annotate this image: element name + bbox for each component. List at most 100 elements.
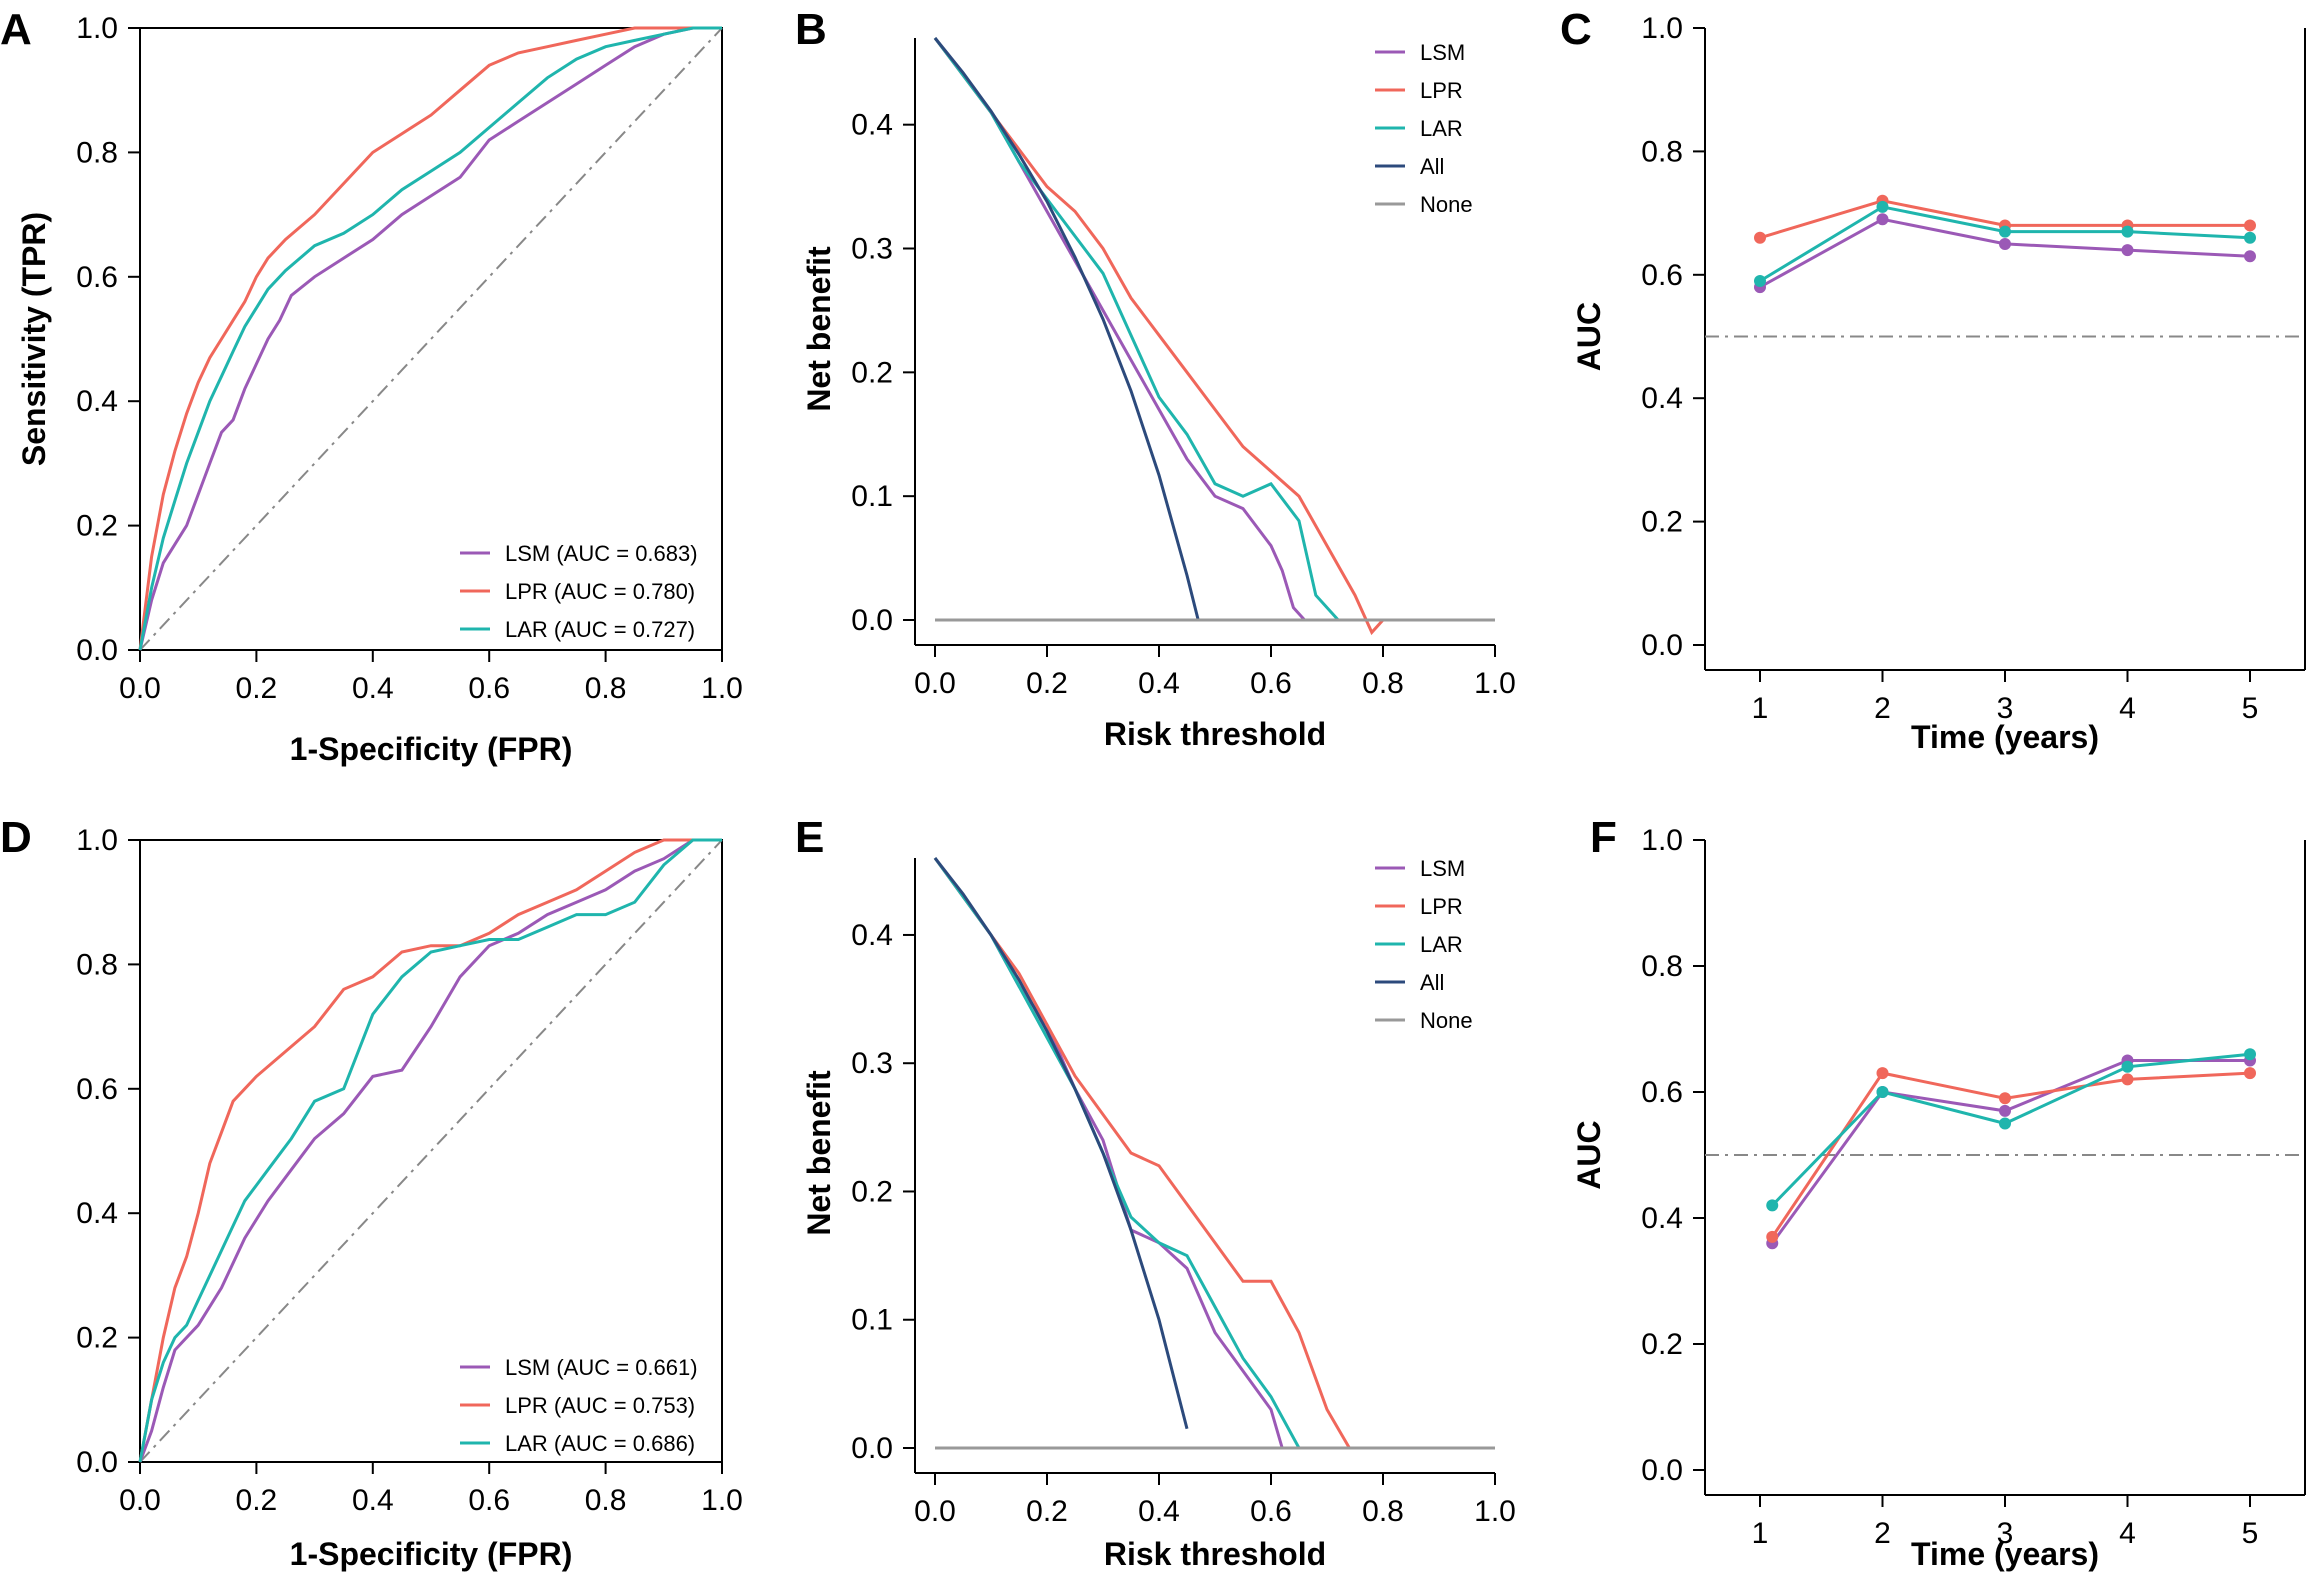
series-line-lpr xyxy=(933,37,1385,636)
panel-letter: B xyxy=(795,5,827,54)
x-tick-label: 4 xyxy=(2119,1517,2136,1550)
data-point-lar xyxy=(1876,1086,1889,1098)
y-tick-label: 0.8 xyxy=(1641,950,1683,983)
y-tick-label: 0.4 xyxy=(76,1197,118,1230)
series-line-lsm xyxy=(138,838,722,1463)
y-axis-title: Sensitivity (TPR) xyxy=(16,212,52,466)
y-tick-label: 0.3 xyxy=(851,233,893,266)
x-axis-title: 1-Specificity (FPR) xyxy=(290,1536,573,1572)
y-tick-label: 0.6 xyxy=(1641,259,1683,292)
x-tick-label: 1.0 xyxy=(1474,667,1516,700)
x-tick-label: 0.4 xyxy=(352,1484,394,1517)
x-tick-label: 0.6 xyxy=(468,1484,510,1517)
legend-label-lsm: LSM xyxy=(1420,40,1465,65)
y-tick-label: 1.0 xyxy=(76,824,118,857)
y-tick-label: 1.0 xyxy=(1641,12,1683,45)
legend-label-lar: LAR xyxy=(1420,116,1463,141)
reference-diagonal xyxy=(139,27,723,651)
data-point-lsm xyxy=(2244,250,2256,263)
x-tick-label: 5 xyxy=(2242,1517,2259,1550)
x-tick-label: 1.0 xyxy=(1474,1495,1516,1528)
y-tick-label: 0.4 xyxy=(851,919,893,952)
y-tick-label: 0.4 xyxy=(851,109,893,142)
series-line-lpr xyxy=(138,838,722,1463)
data-point-lpr xyxy=(1766,1230,1779,1243)
x-tick-label: 0.2 xyxy=(1026,667,1068,700)
data-point-lsm xyxy=(2121,244,2134,257)
x-tick-label: 0.6 xyxy=(468,672,510,705)
x-tick-label: 0.0 xyxy=(914,667,956,700)
x-tick-label: 4 xyxy=(2119,692,2136,725)
data-point-lar xyxy=(2244,231,2256,244)
panel-e: E 0.0 0.2 0.4 0.6 0.8 1.0 0.0 0.1 0.2 0.3 0.4 Risk t… xyxy=(795,813,1516,1572)
y-tick-label: 0.4 xyxy=(1641,1202,1683,1235)
x-tick-label: 5 xyxy=(2242,692,2259,725)
series-line-lar xyxy=(138,26,722,651)
y-tick-label: 0.0 xyxy=(1641,1454,1683,1487)
y-tick-label: 0.0 xyxy=(851,1432,893,1465)
legend-label-lpr: LPR xyxy=(1420,78,1463,103)
y-tick-label: 0.2 xyxy=(1641,1328,1683,1361)
y-tick-label: 0.0 xyxy=(1641,629,1683,662)
y-axis-title: Net benefit xyxy=(801,246,837,412)
panel-letter: D xyxy=(0,813,32,862)
data-point-lar xyxy=(1754,274,1766,287)
y-tick-label: 0.2 xyxy=(76,510,118,543)
data-point-lsm xyxy=(1999,237,2011,250)
panel-a: A 0.0 0.2 0.4 0.6 0.8 1.0 0.0 0.2 0.4 0.6 0.8 1.0 1-S… xyxy=(0,5,743,767)
y-tick-label: 0.8 xyxy=(76,948,118,981)
x-axis-title: Time (years) xyxy=(1911,719,2099,755)
plot-frame xyxy=(139,27,723,651)
series-line-lpr xyxy=(933,857,1351,1449)
panel-letter: A xyxy=(0,5,32,54)
series-line-lpr xyxy=(138,26,722,651)
x-tick-label: 0.6 xyxy=(1250,667,1292,700)
panel-c: C 1 2 3 4 5 0.0 0.2 0.4 0.6 0.8 1.0 Time (years) AUC xyxy=(1560,5,2306,755)
x-axis-title: Time (years) xyxy=(1911,1536,2099,1572)
y-tick-label: 1.0 xyxy=(76,12,118,45)
x-tick-label: 0.2 xyxy=(236,1484,278,1517)
data-point-lar xyxy=(1766,1199,1779,1212)
panel-letter: E xyxy=(795,813,824,862)
x-tick-label: 2 xyxy=(1874,692,1891,725)
panel-d: D 0.0 0.2 0.4 0.6 0.8 1.0 0.0 0.2 0.4 0.6 0.8 1.0 1-S… xyxy=(0,813,743,1572)
x-tick-label: 0.4 xyxy=(352,672,394,705)
x-tick-label: 0.4 xyxy=(1138,667,1180,700)
x-tick-label: 0.8 xyxy=(1362,667,1404,700)
x-tick-label: 0.8 xyxy=(585,1484,627,1517)
y-tick-label: 0.2 xyxy=(851,356,893,389)
x-tick-label: 2 xyxy=(1874,1517,1891,1550)
y-axis-title: Net benefit xyxy=(801,1070,837,1236)
series-line-lsm xyxy=(1771,1059,2250,1245)
legend-label-lpr: LPR xyxy=(1420,894,1463,919)
series-line-lsm xyxy=(138,26,722,651)
legend-label-lpr: LPR (AUC = 0.780) xyxy=(505,579,695,604)
series-line-lar xyxy=(933,37,1340,622)
data-point-lar xyxy=(2121,1060,2134,1073)
data-point-lsm xyxy=(1999,1104,2011,1117)
y-tick-label: 0.2 xyxy=(76,1322,118,1355)
x-tick-label: 0.2 xyxy=(236,672,278,705)
y-tick-label: 0.1 xyxy=(851,1304,893,1337)
x-tick-label: 0.0 xyxy=(119,672,161,705)
reference-diagonal xyxy=(139,839,723,1463)
legend-label-lsm: LSM xyxy=(1420,856,1465,881)
y-tick-label: 0.3 xyxy=(851,1047,893,1080)
legend-label-none: None xyxy=(1420,1008,1473,1033)
y-tick-label: 0.2 xyxy=(851,1175,893,1208)
data-point-lar xyxy=(1876,200,1889,213)
y-tick-label: 0.1 xyxy=(851,480,893,513)
panel-letter: C xyxy=(1560,5,1592,54)
panel-b: B 0.0 0.2 0.4 0.6 0.8 1.0 0.0 0.1 0.2 0.3 0.4 Risk t… xyxy=(795,5,1516,752)
y-tick-label: 0.8 xyxy=(76,136,118,169)
legend-label-lsm: LSM (AUC = 0.683) xyxy=(505,541,698,566)
x-axis-title: Risk threshold xyxy=(1104,716,1326,752)
y-axis-title: AUC xyxy=(1571,1120,1607,1189)
y-tick-label: 0.8 xyxy=(1641,135,1683,168)
data-point-lar xyxy=(2244,1048,2256,1061)
legend-label-none: None xyxy=(1420,192,1473,217)
series-line-lar xyxy=(933,857,1301,1449)
plot-frame xyxy=(139,839,723,1463)
data-point-lpr xyxy=(2244,1067,2256,1080)
